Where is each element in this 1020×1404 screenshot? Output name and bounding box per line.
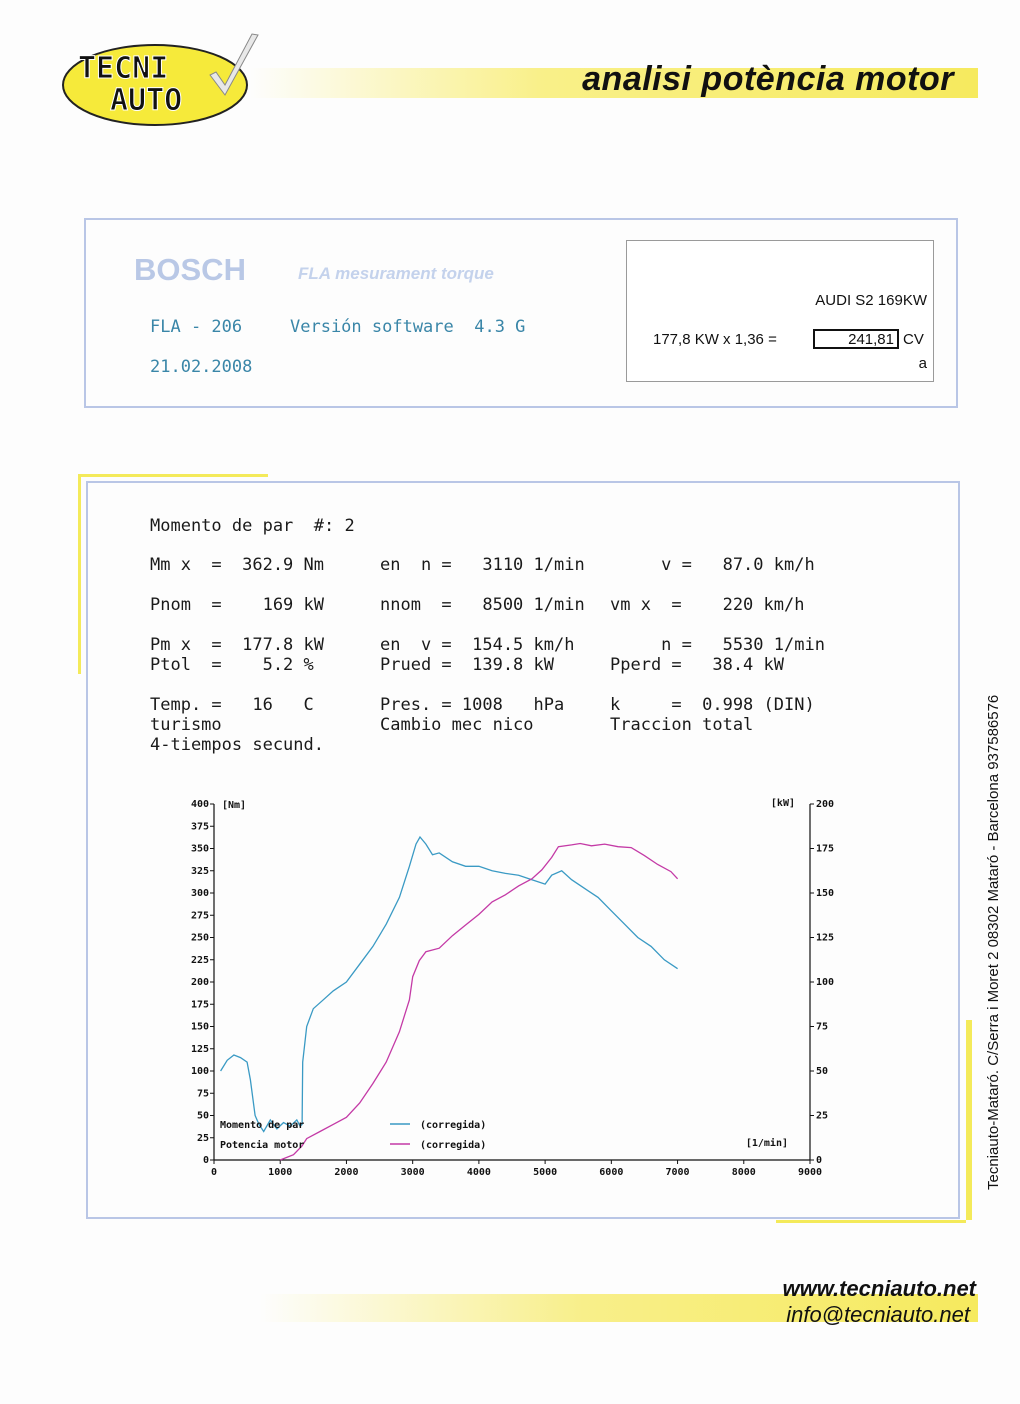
measurement-cell: k = 0.998 (DIN) — [610, 695, 815, 715]
y2-axis-label: [kW] — [771, 798, 795, 809]
logo-graphic: TECNI AUTO — [62, 33, 259, 126]
measurement-cell: 4-tiempos secund. — [150, 735, 324, 755]
y2-tick-label: 75 — [816, 1022, 828, 1033]
x-tick-label: 2000 — [334, 1167, 358, 1178]
redacted-area — [831, 253, 927, 277]
device-model: FLA - 206 — [150, 317, 243, 337]
y-tick-label: 275 — [191, 910, 209, 921]
y-tick-label: 300 — [191, 888, 209, 899]
measurement-cell: Pres. = 1008 hPa — [380, 695, 565, 715]
x-tick-label: 4000 — [467, 1167, 491, 1178]
device-info-box — [84, 218, 958, 408]
measurement-cell: Ptol = 5.2 % — [150, 655, 314, 675]
result-box: AUDI S2 169KW 177,8 KW x 1,36 = 241,81 C… — [626, 240, 934, 382]
y2-tick-label: 150 — [816, 888, 834, 899]
cv-value: 241,81 — [813, 329, 899, 349]
accent-line-bottom — [776, 1220, 966, 1223]
accent-line-left — [78, 474, 81, 674]
legend-tag: (corregida) — [420, 1119, 486, 1131]
y-tick-label: 400 — [191, 799, 209, 810]
y-tick-label: 375 — [191, 821, 209, 832]
x-tick-label: 1000 — [268, 1167, 292, 1178]
y-tick-label: 50 — [197, 1111, 209, 1122]
measurement-cell: Cambio mec nico — [380, 715, 534, 735]
x-axis-label: [1/min] — [746, 1137, 788, 1149]
measurement-cell: en v = 154.5 km/h — [380, 635, 575, 655]
y2-tick-label: 175 — [816, 844, 834, 855]
measurement-cell: n = 5530 1/min — [610, 635, 825, 655]
y-tick-label: 225 — [191, 955, 209, 966]
measurement-heading: Momento de par #: 2 — [150, 516, 355, 536]
result-note: a — [918, 355, 927, 372]
y-tick-label: 350 — [191, 844, 209, 855]
measurement-cell: vm x = 220 km/h — [610, 595, 805, 615]
logo-line1: TECNI — [78, 51, 168, 86]
series-line-torque — [220, 835, 678, 1133]
y2-tick-label: 50 — [816, 1066, 828, 1077]
y-tick-label: 325 — [191, 866, 209, 877]
test-date: 21.02.2008 — [150, 357, 253, 377]
measurement-cell: Pnom = 169 kW — [150, 595, 324, 615]
y-tick-label: 75 — [197, 1088, 209, 1099]
x-tick-label: 0 — [211, 1167, 217, 1178]
legend-tag: (corregida) — [420, 1139, 486, 1151]
device-brand: BOSCH — [134, 252, 246, 287]
side-accent — [966, 1020, 972, 1220]
measurement-cell: nnom = 8500 1/min — [380, 595, 585, 615]
measurement-cell: Pperd = 38.4 kW — [610, 655, 784, 675]
x-tick-label: 3000 — [401, 1167, 425, 1178]
y-tick-label: 250 — [191, 933, 209, 944]
y-tick-label: 125 — [191, 1044, 209, 1055]
measurement-cell: Temp. = 16 C — [150, 695, 314, 715]
y-axis-label: [Nm] — [222, 800, 246, 811]
y2-tick-label: 100 — [816, 977, 834, 988]
series-line-power — [279, 842, 679, 1161]
company-address: Tecniauto-Mataró. C/Serra i Moret 2 0830… — [985, 694, 1002, 1190]
y-tick-label: 25 — [197, 1133, 209, 1144]
vehicle-label: AUDI S2 169KW — [815, 292, 927, 309]
legend-label: Potencia motor — [220, 1139, 304, 1151]
measurement-cell: v = 87.0 km/h — [610, 555, 815, 575]
y-tick-label: 200 — [191, 977, 209, 988]
x-tick-label: 8000 — [732, 1167, 756, 1178]
y-tick-label: 0 — [203, 1155, 209, 1166]
software-version: Versión software 4.3 G — [290, 317, 526, 337]
measurement-cell: turismo — [150, 715, 222, 735]
x-tick-label: 7000 — [666, 1167, 690, 1178]
measurement-box — [86, 481, 960, 1219]
email-link[interactable]: info@tecniauto.net — [786, 1302, 970, 1327]
measurement-cell: Traccion total — [610, 715, 754, 735]
y2-tick-label: 25 — [816, 1111, 828, 1122]
footer-band — [260, 1294, 978, 1322]
y2-tick-label: 125 — [816, 933, 834, 944]
accent-line-top — [78, 474, 268, 477]
header-band — [250, 68, 978, 98]
measurement-cell: Prued = 139.8 kW — [380, 655, 554, 675]
power-torque-chart: 0255075100125150175200225250275300325350… — [191, 798, 834, 1178]
cv-unit: CV — [903, 331, 924, 348]
y2-tick-label: 0 — [816, 1155, 822, 1166]
logo-line2: AUTO — [110, 83, 182, 118]
power-formula: 177,8 KW x 1,36 = — [653, 331, 777, 348]
website-link[interactable]: www.tecniauto.net — [782, 1276, 976, 1301]
x-tick-label: 6000 — [599, 1167, 623, 1178]
device-subtitle: FLA mesurament torque — [298, 264, 494, 283]
page-title: analisi potència motor — [582, 60, 954, 98]
measurement-cell: Pm x = 177.8 kW — [150, 635, 324, 655]
y2-tick-label: 200 — [816, 799, 834, 810]
tecniauto-logo: TECNI AUTO — [60, 30, 260, 130]
y-tick-label: 100 — [191, 1066, 209, 1077]
x-tick-label: 5000 — [533, 1167, 557, 1178]
y-tick-label: 175 — [191, 999, 209, 1010]
x-tick-label: 9000 — [798, 1167, 822, 1178]
y-tick-label: 150 — [191, 1022, 209, 1033]
legend-label: Momento de par — [220, 1120, 304, 1131]
measurement-cell: en n = 3110 1/min — [380, 555, 585, 575]
measurement-cell: Mm x = 362.9 Nm — [150, 555, 324, 575]
